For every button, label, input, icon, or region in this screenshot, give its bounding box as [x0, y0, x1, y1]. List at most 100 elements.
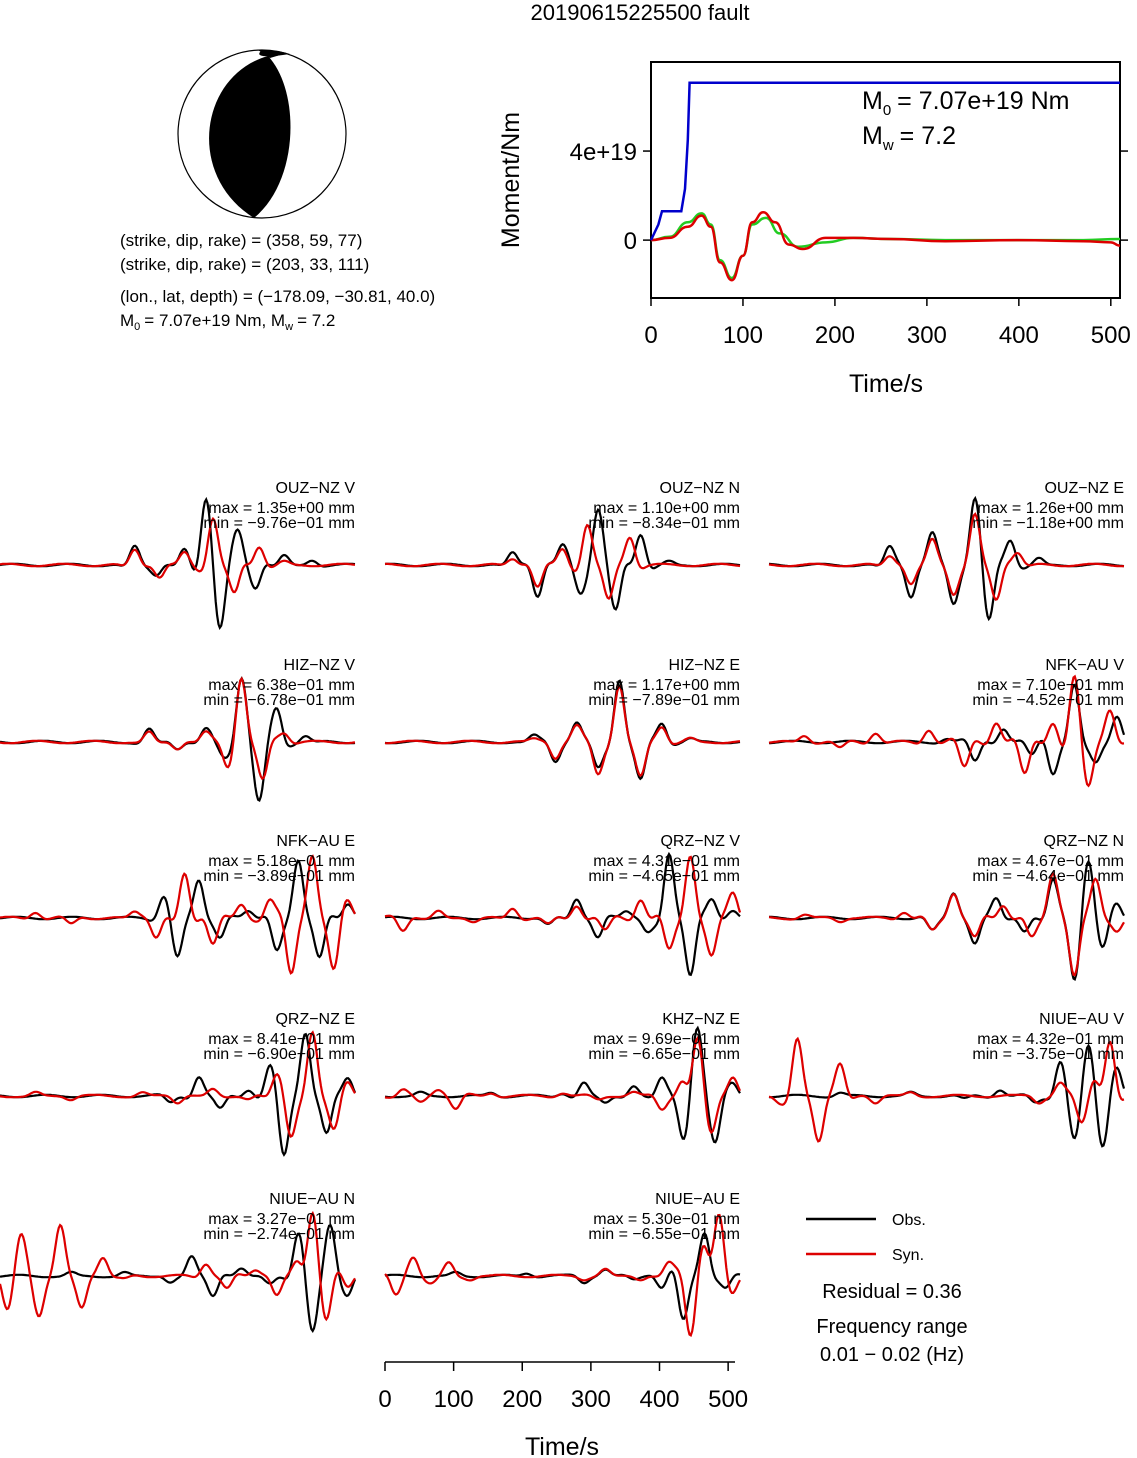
- residual-text: Residual = 0.36: [822, 1281, 962, 1303]
- bottom-xtick-label: 200: [502, 1386, 542, 1413]
- station-label: QRZ−NZ N: [1044, 833, 1124, 850]
- bottom-xtick-label: 100: [434, 1386, 474, 1413]
- max-label: max = 7.10e−01 mm: [977, 677, 1124, 694]
- max-label: max = 1.35e+00 mm: [208, 500, 355, 517]
- syn-trace: [0, 1210, 356, 1322]
- station-label: OUZ−NZ V: [275, 480, 355, 497]
- bottom-xlabel: Time/s: [525, 1433, 599, 1458]
- max-label: max = 3.27e−01 mm: [208, 1211, 355, 1228]
- max-label: max = 1.17e+00 mm: [593, 677, 740, 694]
- obs-legend-label: Obs.: [892, 1212, 926, 1229]
- max-label: max = 5.18e−01 mm: [208, 853, 355, 870]
- max-label: max = 4.31e−01 mm: [593, 853, 740, 870]
- syn-trace: [384, 1213, 741, 1337]
- beachball: [177, 49, 347, 219]
- syn-trace: [768, 674, 1125, 788]
- moment-ticks: 0 100 200 300 400 500 0 4e+19: [570, 139, 1131, 349]
- magnitude-text: M0 = 7.07e+19 Nm, Mw = 7.2: [120, 311, 335, 333]
- syn-trace: [384, 855, 742, 957]
- moment-series: [649, 81, 1121, 282]
- syn-trace: [0, 854, 356, 975]
- max-label: max = 9.69e−01 mm: [593, 1031, 740, 1048]
- min-label: min = −1.18e+00 mm: [972, 515, 1124, 532]
- moment-moment-line: [649, 81, 1120, 241]
- syn-trace: [768, 512, 1124, 601]
- syn-trace: [385, 523, 741, 600]
- syn-trace: [0, 676, 356, 781]
- mw-annotation: Mw = 7.2: [862, 122, 956, 154]
- bottom-xtick-label: 0: [378, 1386, 391, 1413]
- syn-trace: [0, 1030, 356, 1139]
- max-label: max = 5.30e−01 mm: [593, 1211, 740, 1228]
- moment-green-line: [650, 212, 1121, 280]
- max-label: max = 6.38e−01 mm: [208, 677, 355, 694]
- syn-trace: [384, 1035, 742, 1135]
- moment-ylabel: Moment/Nm: [497, 112, 525, 248]
- m0-text: = 7.07e+19 Nm, M: [144, 311, 285, 330]
- syn-trace: [768, 1036, 1125, 1143]
- moment-xlabel: Time/s: [849, 370, 923, 398]
- mw-text: = 7.2: [297, 311, 335, 330]
- station-label: HIZ−NZ V: [283, 657, 355, 674]
- min-label: min = −8.34e−01 mm: [588, 515, 740, 532]
- frequency-title: Frequency range: [816, 1316, 967, 1338]
- min-label: min = −3.75e−01 mm: [972, 1046, 1124, 1063]
- plane2-text: (strike, dip, rake) = (203, 33, 111): [120, 255, 369, 274]
- min-label: min = −9.76e−01 mm: [203, 515, 355, 532]
- station-label: OUZ−NZ N: [660, 480, 740, 497]
- min-label: min = −6.90e−01 mm: [203, 1046, 355, 1063]
- moment-ytick-label: 0: [624, 228, 637, 255]
- max-label: max = 4.32e−01 mm: [977, 1031, 1124, 1048]
- station-label: NIUE−AU V: [1039, 1011, 1124, 1028]
- min-label: min = −4.65e−01 mm: [588, 868, 740, 885]
- syn-legend-label: Syn.: [892, 1247, 924, 1264]
- min-label: min = −3.89e−01 mm: [203, 868, 355, 885]
- max-label: max = 1.10e+00 mm: [593, 500, 740, 517]
- max-label: max = 4.67e−01 mm: [977, 853, 1124, 870]
- min-label: min = −4.64e−01 mm: [972, 868, 1124, 885]
- mechanism-text: (strike, dip, rake) = (358, 59, 77) (str…: [120, 231, 435, 333]
- bottom-xtick-label: 500: [708, 1386, 748, 1413]
- moment-xtick-label: 200: [815, 322, 855, 349]
- m0-annotation: M0 = 7.07e+19 Nm: [862, 87, 1070, 119]
- moment-xtick-label: 400: [999, 322, 1039, 349]
- station-label: NIUE−AU E: [655, 1191, 740, 1208]
- station-label: KHZ−NZ E: [662, 1011, 740, 1028]
- moment-xtick-label: 100: [723, 322, 763, 349]
- max-label: max = 8.41e−01 mm: [208, 1031, 355, 1048]
- syn-trace: [768, 871, 1125, 977]
- obs-trace: [0, 1223, 357, 1334]
- station-label: QRZ−NZ E: [275, 1011, 355, 1028]
- bottom-xtick-label: 400: [639, 1386, 679, 1413]
- frequency-value: 0.01 − 0.02 (Hz): [820, 1344, 964, 1366]
- max-label: max = 1.26e+00 mm: [977, 500, 1124, 517]
- obs-trace: [0, 859, 356, 959]
- station-label: QRZ−NZ V: [660, 833, 740, 850]
- moment-ytick-label: 4e+19: [570, 139, 637, 166]
- min-label: min = −7.89e−01 mm: [588, 692, 740, 709]
- moment-xtick-label: 300: [907, 322, 947, 349]
- location-text: (lon., lat, depth) = (−178.09, −30.81, 4…: [120, 287, 435, 306]
- syn-trace: [0, 516, 356, 594]
- moment-xtick-label: 0: [644, 322, 657, 349]
- bottom-xtick-label: 300: [571, 1386, 611, 1413]
- legend: Obs. Syn. Residual = 0.36 Frequency rang…: [806, 1212, 968, 1366]
- station-label: NFK−AU E: [276, 833, 355, 850]
- station-label: NFK−AU V: [1045, 657, 1124, 674]
- syn-trace: [385, 684, 741, 778]
- station-label: HIZ−NZ E: [668, 657, 740, 674]
- moment-panel: 0 100 200 300 400 500 0 4e+19 M0 = 7.07e+19 Nm M…: [497, 61, 1131, 398]
